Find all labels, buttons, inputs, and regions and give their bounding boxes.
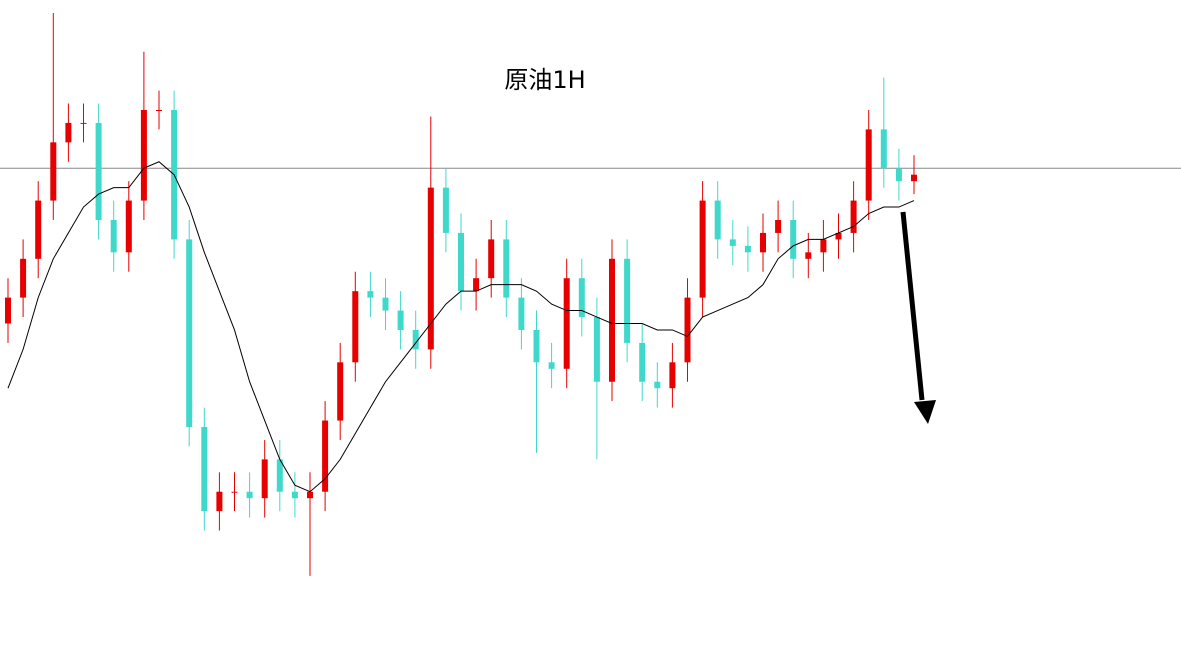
- candle-body: [624, 258, 631, 343]
- candle-body: [669, 362, 676, 389]
- candle-body: [412, 329, 419, 350]
- candle-body: [609, 258, 615, 382]
- candle-body: [593, 317, 600, 382]
- candle-body: [729, 239, 736, 246]
- chart-title: 原油1H: [504, 66, 585, 94]
- arrow: [900, 211, 936, 424]
- candle-body: [125, 200, 132, 253]
- candle-body: [865, 129, 872, 201]
- candle-body: [790, 219, 797, 259]
- arrow-shaft: [900, 211, 925, 401]
- candle-body: [246, 491, 253, 499]
- candle-body: [518, 297, 525, 330]
- candle-body: [110, 219, 117, 253]
- candle-body: [744, 245, 751, 253]
- arrow-head: [914, 400, 936, 424]
- candle-body: [95, 122, 102, 220]
- candle-body: [488, 239, 495, 279]
- candle-body: [50, 142, 57, 201]
- candle-body: [5, 297, 11, 324]
- candle-body: [895, 168, 902, 182]
- candle-body: [156, 109, 162, 111]
- candle-body: [65, 122, 72, 143]
- candle-body: [563, 278, 570, 369]
- candle-body: [699, 200, 706, 298]
- candle-body: [231, 491, 238, 493]
- candle-body: [261, 459, 268, 499]
- candle-body: [473, 278, 480, 292]
- candle-body: [291, 491, 298, 499]
- candle-body: [397, 310, 404, 330]
- candle-body: [578, 278, 585, 318]
- candle-body: [276, 459, 283, 492]
- plot-area: [0, 12, 1181, 576]
- candle-body: [548, 362, 555, 369]
- candle-body: [850, 200, 857, 233]
- candle-body: [367, 291, 374, 298]
- candle-body: [20, 258, 27, 298]
- candle-body: [216, 491, 223, 512]
- candle-body: [760, 232, 766, 253]
- candle-body: [684, 297, 691, 363]
- candle-body: [35, 200, 42, 259]
- candle-body: [140, 109, 147, 201]
- candle-body: [880, 129, 887, 169]
- candle-body: [186, 239, 193, 428]
- candle-body: [352, 291, 359, 363]
- candle-body: [911, 174, 917, 182]
- candle-body: [835, 232, 842, 240]
- candle-body: [458, 232, 464, 292]
- candle-body: [442, 187, 449, 233]
- candle-body: [322, 420, 329, 492]
- candle-body: [307, 491, 313, 499]
- candle-body: [503, 239, 510, 298]
- candle-body: [201, 427, 208, 512]
- candle-body: [337, 362, 344, 421]
- candle-body: [533, 329, 540, 363]
- candle-body: [80, 122, 87, 124]
- candle-body: [427, 187, 434, 350]
- candle-body: [775, 219, 782, 233]
- candle-body: [654, 381, 661, 389]
- candle-body: [805, 252, 812, 259]
- candle-body: [714, 200, 721, 240]
- candle-body: [639, 342, 646, 382]
- candle-body: [382, 297, 389, 311]
- moving-average-line: [7, 161, 915, 493]
- candle-body: [820, 239, 827, 253]
